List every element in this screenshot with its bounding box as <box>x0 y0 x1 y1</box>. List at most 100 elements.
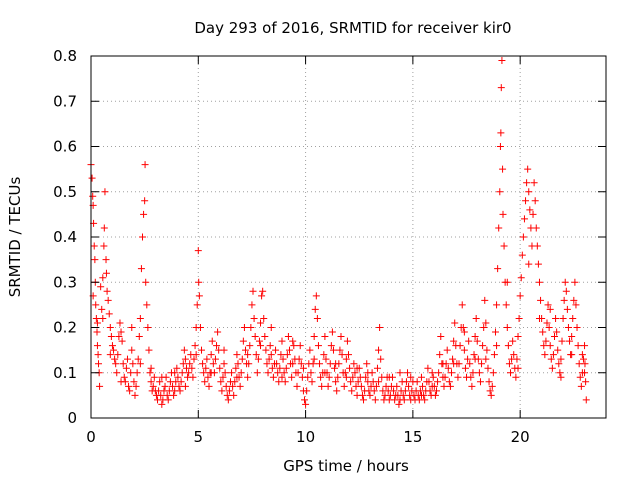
data-point <box>497 84 505 92</box>
data-point <box>257 319 265 327</box>
data-point <box>198 346 206 354</box>
data-point <box>569 314 577 322</box>
data-point <box>93 342 101 350</box>
data-point <box>246 342 254 350</box>
data-point <box>399 391 407 399</box>
data-point <box>104 296 112 304</box>
data-point <box>288 373 296 381</box>
data-point <box>417 373 425 381</box>
data-point <box>203 355 211 363</box>
data-point <box>236 382 244 390</box>
data-point <box>572 301 580 309</box>
data-point <box>376 324 384 331</box>
data-point <box>564 324 572 331</box>
data-point <box>497 129 505 137</box>
data-point <box>217 378 225 386</box>
data-point <box>117 328 125 336</box>
data-point <box>554 346 562 354</box>
data-point <box>443 346 451 354</box>
data-point <box>179 360 187 368</box>
data-point <box>220 346 228 354</box>
data-point <box>459 324 467 331</box>
data-point <box>120 373 128 381</box>
data-point <box>95 360 103 368</box>
data-point <box>311 305 319 313</box>
data-point <box>127 369 135 377</box>
data-point <box>449 355 457 363</box>
data-point <box>134 355 142 363</box>
data-point <box>244 373 252 381</box>
data-point <box>173 364 181 372</box>
data-point <box>573 324 581 331</box>
data-point <box>514 333 522 341</box>
data-point <box>177 378 185 386</box>
data-point <box>481 296 489 304</box>
data-point <box>309 360 317 368</box>
data-point <box>478 360 486 368</box>
data-point <box>106 324 114 331</box>
data-point <box>358 391 366 399</box>
data-point <box>431 391 439 399</box>
data-point <box>263 360 271 368</box>
data-point <box>556 369 564 377</box>
data-point <box>232 364 240 372</box>
data-point <box>327 342 335 350</box>
data-point <box>444 364 452 372</box>
data-point <box>340 382 348 390</box>
data-point <box>146 369 154 377</box>
data-point <box>274 369 282 377</box>
data-point <box>181 382 189 390</box>
data-point <box>299 364 307 372</box>
data-point <box>244 351 252 359</box>
data-point <box>135 333 143 341</box>
data-point <box>540 342 548 350</box>
data-point <box>552 314 560 322</box>
data-point <box>91 256 99 264</box>
data-point <box>301 396 309 404</box>
data-point <box>432 387 440 395</box>
data-point <box>306 346 314 354</box>
data-point <box>99 274 107 282</box>
data-point <box>523 179 531 187</box>
data-point <box>294 369 302 377</box>
data-point <box>507 369 515 377</box>
data-point <box>428 369 436 377</box>
data-point <box>568 333 576 341</box>
data-point <box>482 355 490 363</box>
y-tick-label: 0.2 <box>53 319 77 337</box>
data-point <box>373 364 381 372</box>
data-point <box>230 391 238 399</box>
data-point <box>262 346 270 354</box>
data-point <box>141 161 149 169</box>
data-point <box>451 319 459 327</box>
data-point <box>92 301 100 309</box>
data-point <box>503 278 511 286</box>
data-point <box>133 369 141 377</box>
data-point <box>313 314 321 322</box>
x-tick-label: 10 <box>296 428 315 446</box>
data-point <box>342 355 350 363</box>
data-point <box>97 283 105 291</box>
data-point <box>461 364 469 372</box>
data-point <box>140 210 148 218</box>
y-tick-label: 0.5 <box>53 183 77 201</box>
data-point <box>220 360 228 368</box>
data-point <box>242 346 249 354</box>
data-point <box>213 342 221 350</box>
data-point <box>144 324 152 331</box>
data-point <box>484 364 492 372</box>
data-point <box>295 355 303 363</box>
data-point <box>132 382 140 390</box>
data-point <box>147 378 155 386</box>
axis-ticks: 0 0.1 0.2 0.3 0.4 0.5 0.6 0.7 0.8 0 5 10 15 20 <box>53 47 606 446</box>
data-point <box>337 333 345 341</box>
data-point <box>202 364 210 372</box>
data-point <box>496 188 504 196</box>
data-point <box>196 324 204 331</box>
data-point <box>486 387 494 395</box>
data-point <box>131 391 139 399</box>
data-point <box>424 364 432 372</box>
data-point <box>547 355 555 363</box>
data-point <box>555 360 563 368</box>
